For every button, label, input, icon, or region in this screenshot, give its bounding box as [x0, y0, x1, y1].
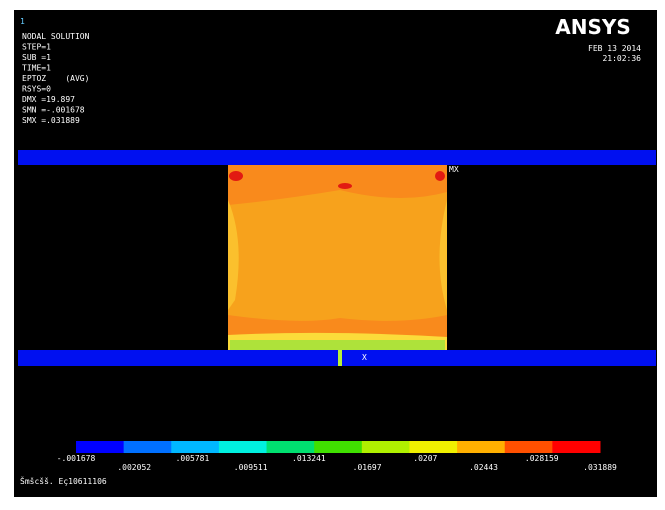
legend-label: .0207 — [413, 454, 437, 463]
legend: -.001678 .002052 .005781 .009511 .013241 .016… — [57, 441, 617, 472]
contour-green — [230, 340, 445, 350]
status-line: SMX =.031889 — [22, 116, 80, 125]
legend-swatch — [457, 441, 506, 453]
status-line: RSYS=0 — [22, 85, 51, 94]
max-label: MX — [449, 165, 459, 174]
hot-spot — [229, 171, 243, 181]
axis-label: X — [362, 353, 367, 362]
legend-swatch — [76, 441, 125, 453]
status-line: EPTOZ (AVG) — [22, 74, 89, 83]
node-marker — [338, 350, 342, 366]
legend-swatch — [409, 441, 458, 453]
legend-label: .02443 — [469, 463, 498, 472]
legend-swatch — [266, 441, 315, 453]
caption: Šmšcšš. Eç10611106 — [20, 475, 107, 486]
legend-swatch — [218, 441, 268, 453]
window-number: 1 — [20, 17, 25, 26]
legend-label: -.001678 — [57, 454, 96, 463]
status-line: TIME=1 — [22, 64, 51, 73]
date: FEB 13 2014 — [588, 44, 641, 53]
legend-swatch — [552, 441, 601, 453]
time: 21:02:36 — [602, 54, 641, 63]
legend-label: .002052 — [117, 463, 151, 472]
legend-swatch — [171, 441, 220, 453]
hot-spot — [338, 183, 352, 189]
top-plate — [18, 150, 656, 165]
legend-label: .028159 — [525, 454, 559, 463]
status-line: DMX =19.897 — [22, 95, 75, 104]
legend-label: .031889 — [583, 463, 617, 472]
status-line: SUB =1 — [22, 53, 51, 62]
logo: ANSYS — [555, 15, 631, 39]
status-line: SMN =-.001678 — [22, 106, 85, 115]
specimen — [228, 165, 447, 366]
bottom-plate — [18, 350, 656, 366]
status-line: STEP=1 — [22, 43, 51, 52]
legend-label: .005781 — [176, 454, 210, 463]
legend-label: .013241 — [292, 454, 326, 463]
legend-swatch — [314, 441, 363, 453]
legend-swatch — [504, 441, 553, 453]
hot-spot — [435, 171, 445, 181]
legend-swatch — [123, 441, 172, 453]
legend-label: .01697 — [353, 463, 382, 472]
legend-label: .009511 — [234, 463, 268, 472]
legend-swatch — [361, 441, 410, 453]
contour-top — [228, 165, 447, 205]
status-line: NODAL SOLUTION — [22, 32, 90, 41]
